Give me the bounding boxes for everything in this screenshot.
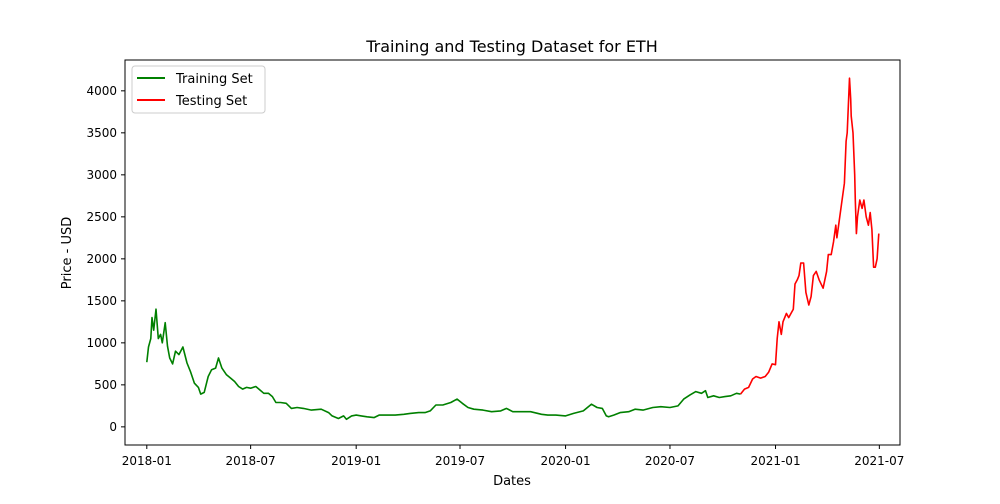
y-tick-label: 1000 (86, 336, 117, 350)
y-tick-label: 1500 (86, 294, 117, 308)
axes-frame (124, 59, 901, 446)
x-tick-label: 2021-07 (854, 454, 904, 468)
plot-area (124, 59, 901, 446)
x-tick-label: 2020-01 (540, 454, 590, 468)
x-tick-label: 2019-01 (331, 454, 381, 468)
x-tick-label: 2019-07 (435, 454, 485, 468)
y-tick-label: 3500 (86, 126, 117, 140)
x-tick-label: 2021-01 (750, 454, 800, 468)
legend-label-testing: Testing Set (175, 94, 247, 109)
x-tick-label: 2018-07 (226, 454, 276, 468)
x-axis-label: Dates (493, 474, 531, 489)
y-tick-label: 3000 (86, 168, 117, 182)
y-axis-ticks: 0 500 1000 1500 2000 2500 3000 3500 4000 (86, 84, 125, 434)
legend-box (131, 65, 266, 114)
y-tick-label: 2000 (86, 252, 117, 266)
x-axis-ticks: 2018-01 2018-07 2019-01 2019-07 2020-01 2020-… (122, 445, 904, 468)
legend-label-training: Training Set (175, 72, 253, 87)
series-line-testing (739, 77, 880, 395)
y-axis-label: Price - USD (60, 217, 75, 289)
y-tick-label: 0 (109, 420, 117, 434)
x-tick-label: 2020-07 (645, 454, 695, 468)
legend: Training Set Testing Set (131, 65, 266, 114)
series-layer (146, 77, 880, 421)
x-tick-label: 2018-01 (122, 454, 172, 468)
chart-title: Training and Testing Dataset for ETH (365, 37, 657, 56)
y-tick-label: 2500 (86, 210, 117, 224)
y-tick-label: 500 (94, 378, 117, 392)
series-line-training (146, 308, 741, 421)
y-tick-label: 4000 (86, 84, 117, 98)
